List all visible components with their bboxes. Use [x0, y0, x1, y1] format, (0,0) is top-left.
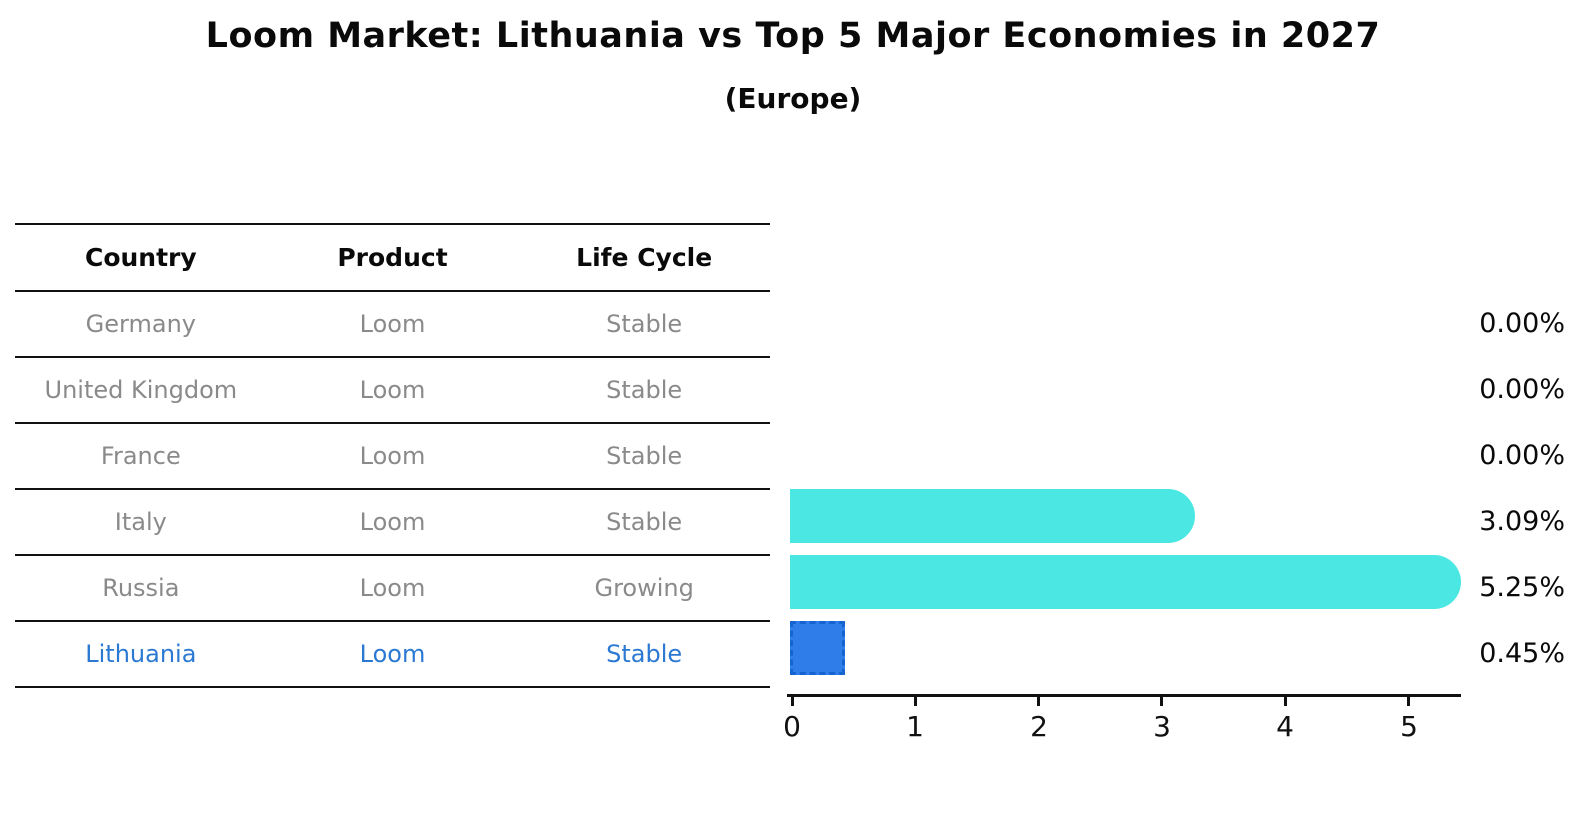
value-label-united-kingdom: 0.00% — [1479, 374, 1565, 405]
x-axis-tick-label: 1 — [906, 710, 924, 743]
x-axis-tick — [914, 696, 917, 706]
bar-russia — [790, 555, 1461, 609]
column-header-country: Country — [84, 243, 197, 272]
column-header-product: Product — [337, 243, 448, 272]
x-axis-tick — [791, 696, 794, 706]
x-axis-tick — [1284, 696, 1287, 706]
x-axis-tick — [1037, 696, 1040, 706]
table-row: Russia Loom Growing — [15, 556, 770, 622]
value-label-russia: 5.25% — [1479, 572, 1565, 603]
cell-product: Loom — [359, 640, 426, 668]
cell-life-cycle: Growing — [594, 574, 694, 602]
bar-lithuania — [790, 621, 845, 675]
table-row-lithuania: Lithuania Loom Stable — [15, 622, 770, 688]
x-axis-tick — [1407, 696, 1410, 706]
value-label-italy: 3.09% — [1479, 506, 1565, 537]
x-axis-tick-label: 0 — [783, 710, 801, 743]
cell-product: Loom — [359, 376, 426, 404]
cell-product: Loom — [359, 574, 426, 602]
cell-country: Germany — [85, 310, 196, 338]
bar-italy — [790, 489, 1195, 543]
cell-product: Loom — [359, 508, 426, 536]
cell-product: Loom — [359, 442, 426, 470]
value-label-france: 0.00% — [1479, 440, 1565, 471]
x-axis-tick-label: 5 — [1400, 710, 1418, 743]
x-axis-tick-label: 3 — [1153, 710, 1171, 743]
x-axis-tick-label: 2 — [1030, 710, 1048, 743]
table-row: Italy Loom Stable — [15, 490, 770, 556]
cell-country: Russia — [102, 574, 180, 602]
table-header-row: Country Product Life Cycle — [15, 225, 770, 292]
table-row: France Loom Stable — [15, 424, 770, 490]
x-axis-line — [787, 694, 1461, 697]
x-axis-tick — [1160, 696, 1163, 706]
x-axis-tick-label: 4 — [1276, 710, 1294, 743]
cell-life-cycle: Stable — [606, 508, 683, 536]
cell-life-cycle: Stable — [606, 442, 683, 470]
cell-country: Lithuania — [85, 640, 197, 668]
value-label-germany: 0.00% — [1479, 308, 1565, 339]
cell-country: Italy — [114, 508, 167, 536]
cell-product: Loom — [359, 310, 426, 338]
cell-life-cycle: Stable — [606, 640, 683, 668]
column-header-life-cycle: Life Cycle — [576, 243, 713, 272]
table-row: Germany Loom Stable — [15, 292, 770, 358]
value-label-lithuania: 0.45% — [1479, 638, 1565, 669]
chart-subtitle: (Europe) — [724, 82, 862, 115]
cell-country: France — [100, 442, 181, 470]
cell-life-cycle: Stable — [606, 376, 683, 404]
comparison-table: Country Product Life Cycle Germany Loom … — [15, 223, 770, 688]
chart-title: Loom Market: Lithuania vs Top 5 Major Ec… — [205, 16, 1381, 56]
cell-life-cycle: Stable — [606, 310, 683, 338]
cell-country: United Kingdom — [44, 376, 238, 404]
table-row: United Kingdom Loom Stable — [15, 358, 770, 424]
